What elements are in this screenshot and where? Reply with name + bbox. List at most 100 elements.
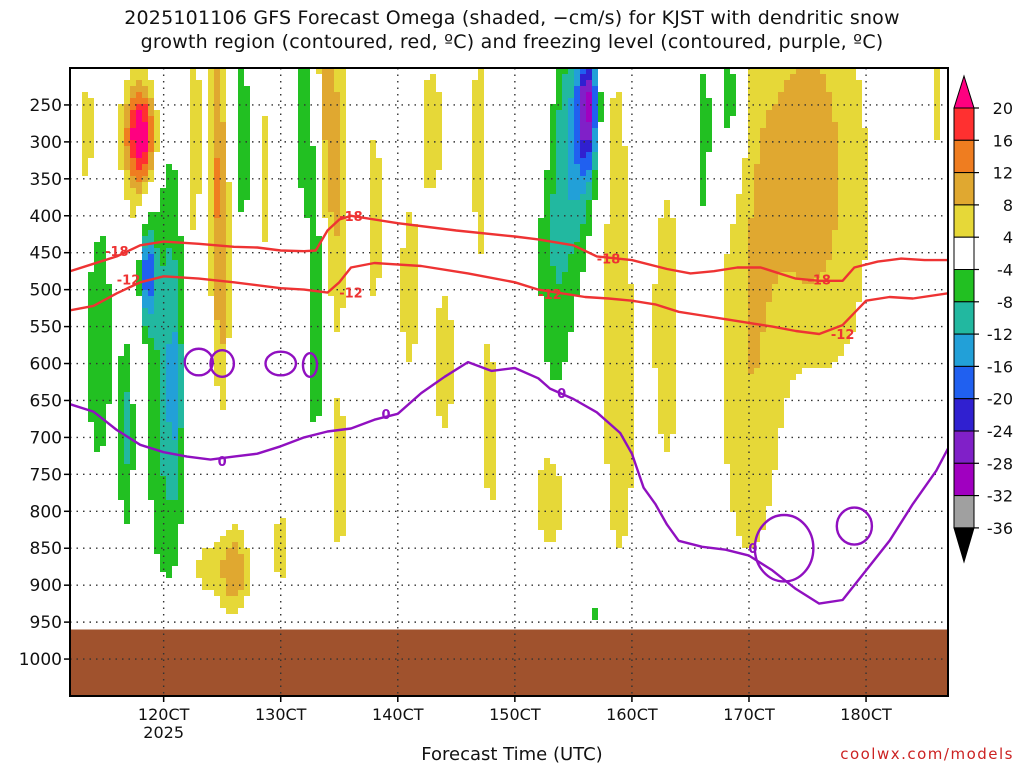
omega-cell bbox=[334, 326, 340, 332]
omega-cell bbox=[406, 338, 412, 344]
omega-cell bbox=[796, 230, 802, 236]
omega-cell bbox=[568, 170, 574, 176]
omega-cell bbox=[376, 164, 382, 170]
omega-cell bbox=[772, 440, 778, 446]
omega-cell bbox=[196, 110, 202, 116]
omega-cell bbox=[310, 368, 316, 374]
omega-cell bbox=[550, 140, 556, 146]
omega-cell bbox=[562, 320, 568, 326]
omega-cell bbox=[556, 518, 562, 524]
omega-cell bbox=[124, 86, 130, 92]
omega-cell bbox=[544, 494, 550, 500]
omega-cell bbox=[298, 164, 304, 170]
omega-cell bbox=[556, 326, 562, 332]
omega-cell bbox=[760, 278, 766, 284]
omega-cell bbox=[754, 386, 760, 392]
omega-cell bbox=[754, 512, 760, 518]
omega-cell bbox=[214, 212, 220, 218]
omega-cell bbox=[808, 188, 814, 194]
omega-cell bbox=[784, 302, 790, 308]
omega-cell bbox=[154, 416, 160, 422]
omega-cell bbox=[94, 272, 100, 278]
colorbar-bin bbox=[953, 236, 975, 270]
omega-cell bbox=[100, 410, 106, 416]
omega-cell bbox=[586, 194, 592, 200]
omega-cell bbox=[94, 350, 100, 356]
omega-cell bbox=[736, 494, 742, 500]
omega-cell bbox=[202, 554, 208, 560]
omega-cell bbox=[844, 170, 850, 176]
omega-cell bbox=[622, 428, 628, 434]
omega-cell bbox=[154, 218, 160, 224]
omega-cell bbox=[262, 164, 268, 170]
omega-cell bbox=[592, 116, 598, 122]
omega-cell bbox=[208, 110, 214, 116]
omega-cell bbox=[208, 584, 214, 590]
omega-cell bbox=[328, 278, 334, 284]
omega-cell bbox=[796, 320, 802, 326]
omega-cell bbox=[244, 116, 250, 122]
omega-cell bbox=[784, 230, 790, 236]
omega-cell bbox=[544, 266, 550, 272]
omega-cell bbox=[478, 104, 484, 110]
omega-cell bbox=[160, 278, 166, 284]
omega-cell bbox=[574, 74, 580, 80]
omega-cell bbox=[784, 236, 790, 242]
omega-cell bbox=[214, 374, 220, 380]
omega-cell bbox=[166, 242, 172, 248]
omega-cell bbox=[334, 194, 340, 200]
omega-cell bbox=[220, 284, 226, 290]
colorbar-bin bbox=[953, 527, 975, 564]
contour-label: -18 bbox=[597, 253, 621, 268]
omega-cell bbox=[214, 344, 220, 350]
omega-cell bbox=[760, 374, 766, 380]
omega-cell bbox=[670, 374, 676, 380]
omega-cell bbox=[340, 254, 346, 260]
omega-cell bbox=[838, 182, 844, 188]
omega-cell bbox=[814, 230, 820, 236]
omega-cell bbox=[400, 278, 406, 284]
omega-cell bbox=[760, 92, 766, 98]
omega-cell bbox=[118, 410, 124, 416]
omega-cell bbox=[550, 296, 556, 302]
omega-cell bbox=[748, 452, 754, 458]
omega-cell bbox=[808, 290, 814, 296]
omega-cell bbox=[772, 74, 778, 80]
omega-cell bbox=[178, 368, 184, 374]
omega-cell bbox=[748, 266, 754, 272]
omega-cell bbox=[760, 200, 766, 206]
omega-cell bbox=[436, 386, 442, 392]
omega-cell bbox=[742, 182, 748, 188]
omega-cell bbox=[142, 122, 148, 128]
omega-cell bbox=[148, 476, 154, 482]
omega-cell bbox=[604, 290, 610, 296]
omega-cell bbox=[556, 104, 562, 110]
omega-cell bbox=[304, 140, 310, 146]
omega-cell bbox=[742, 176, 748, 182]
omega-cell bbox=[544, 302, 550, 308]
omega-cell bbox=[442, 410, 448, 416]
omega-cell bbox=[172, 170, 178, 176]
omega-cell bbox=[808, 206, 814, 212]
omega-cell bbox=[88, 380, 94, 386]
omega-cell bbox=[94, 422, 100, 428]
omega-cell bbox=[154, 488, 160, 494]
omega-cell bbox=[322, 104, 328, 110]
omega-cell bbox=[244, 86, 250, 92]
omega-cell bbox=[832, 110, 838, 116]
omega-cell bbox=[238, 74, 244, 80]
omega-cell bbox=[820, 134, 826, 140]
omega-cell bbox=[130, 128, 136, 134]
omega-cell bbox=[736, 290, 742, 296]
omega-cell bbox=[118, 422, 124, 428]
omega-cell bbox=[856, 140, 862, 146]
omega-cell bbox=[814, 320, 820, 326]
omega-cell bbox=[604, 338, 610, 344]
omega-cell bbox=[586, 68, 592, 74]
omega-cell bbox=[832, 272, 838, 278]
omega-cell bbox=[808, 254, 814, 260]
omega-cell bbox=[802, 326, 808, 332]
omega-cell bbox=[742, 308, 748, 314]
omega-cell bbox=[238, 86, 244, 92]
omega-cell bbox=[484, 380, 490, 386]
